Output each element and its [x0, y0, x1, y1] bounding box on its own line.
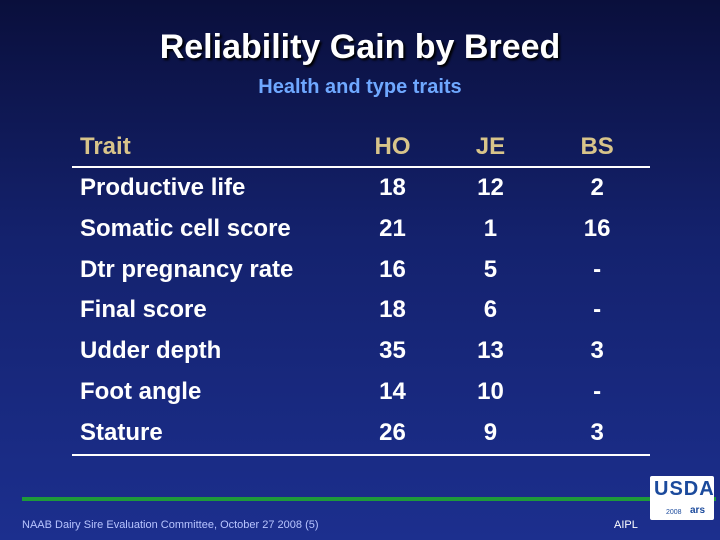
cell-bs: - [593, 255, 602, 283]
cell-je: 13 [477, 337, 504, 365]
footer-citation: NAAB Dairy Sire Evaluation Committee, Oc… [22, 519, 319, 531]
table-row: Dtr pregnancy rate 16 5 - [72, 250, 650, 291]
table-row: Productive life 18 12 2 [72, 167, 650, 209]
cell-ho: 35 [379, 337, 406, 365]
cell-bs: 16 [583, 214, 611, 242]
cell-trait: Somatic cell score [80, 214, 291, 242]
cell-je: 6 [483, 296, 498, 324]
cell-je: 12 [477, 174, 504, 201]
footer-org: AIPL [614, 519, 638, 531]
cell-ho: 16 [379, 255, 406, 283]
cell-ho: 21 [379, 214, 406, 242]
header-bs: BS [544, 128, 650, 168]
cell-bs: 2 [590, 174, 604, 201]
footer-divider [22, 497, 716, 501]
cell-trait: Foot angle [80, 377, 202, 405]
cell-trait: Stature [72, 412, 349, 456]
cell-trait: Productive life [80, 174, 246, 201]
table-row: Stature 26 9 3 [72, 412, 650, 456]
cell-trait: Dtr pregnancy rate [80, 255, 294, 283]
ars-logo-mark: ars [690, 505, 706, 516]
cell-bs: - [593, 377, 602, 405]
cell-bs: 3 [590, 337, 604, 365]
usda-logo-year: 2008 [666, 509, 682, 516]
slide-title: Reliability Gain by Breed [159, 28, 561, 66]
cell-je: 9 [436, 412, 545, 456]
reliability-table: Trait HO JE BS Productive life 18 12 2 S… [72, 128, 650, 456]
usda-logo-text: USDA [654, 478, 715, 500]
cell-ho: 14 [379, 377, 406, 405]
cell-ho: 18 [379, 296, 406, 324]
slide-subtitle: Health and type traits [258, 76, 462, 98]
cell-trait: Udder depth [80, 337, 222, 365]
header-ho: HO [348, 128, 437, 168]
table-header-row: Trait HO JE BS [72, 128, 650, 168]
cell-je: 1 [483, 214, 498, 242]
table-row: Foot angle 14 10 - [72, 372, 650, 413]
table-row: Somatic cell score 21 1 16 [72, 209, 650, 250]
table-row: Udder depth 35 13 3 [72, 331, 650, 372]
cell-trait: Final score [80, 296, 207, 324]
cell-bs: 3 [544, 412, 650, 456]
cell-je: 5 [483, 255, 498, 283]
cell-bs: - [593, 296, 602, 324]
header-trait: Trait [72, 128, 349, 168]
usda-logo: USDA 2008 ars [650, 476, 714, 520]
cell-ho: 18 [379, 174, 406, 201]
cell-ho: 26 [348, 412, 437, 456]
header-je: JE [436, 128, 545, 168]
table-row: Final score 18 6 - [72, 290, 650, 331]
cell-je: 10 [477, 377, 504, 405]
